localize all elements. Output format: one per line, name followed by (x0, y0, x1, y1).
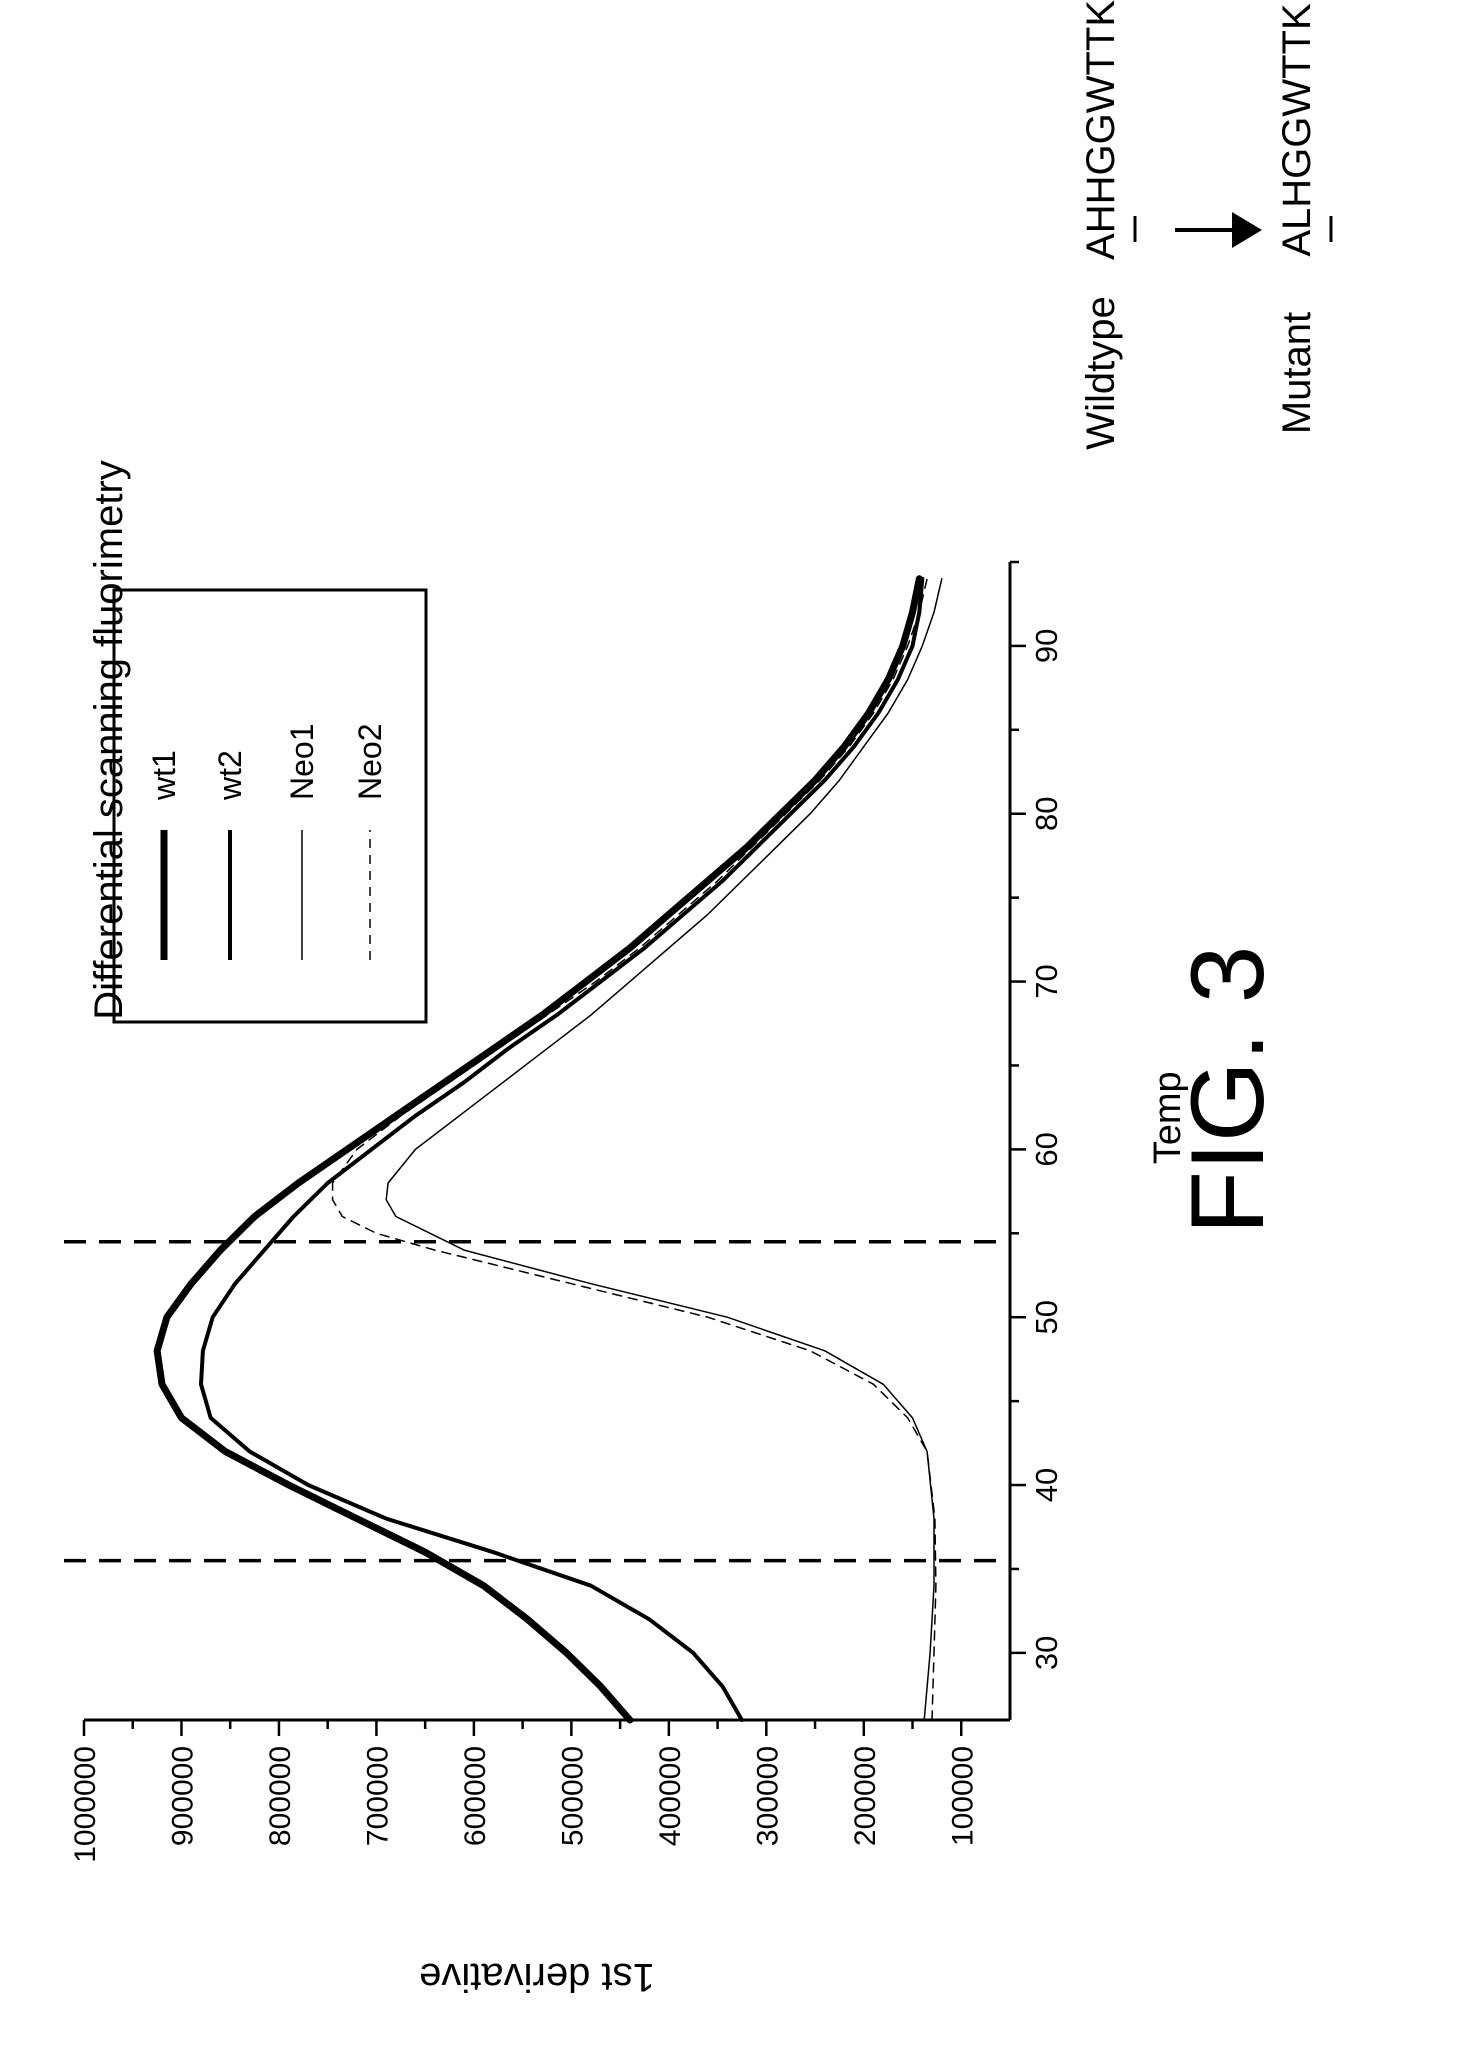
mutation-arrow-head (1232, 212, 1262, 248)
series-line-neo1 (385, 578, 943, 1721)
derivative-tick-label: 400000 (654, 1746, 687, 1846)
chart-legend: wt1 wt2 Neo1 Neo2 (112, 588, 428, 1024)
mutant-label: Mutant (1275, 312, 1319, 434)
series-line-neo2 (331, 578, 937, 1721)
derivative-tick-label: 800000 (264, 1746, 297, 1846)
axis-layer: 30 40 50 60 70 80 90 100000 200000 300000 400000 50… (69, 560, 1189, 1999)
plot-layer (64, 575, 1010, 1724)
derivative-tick-label: 500000 (556, 1746, 589, 1846)
series-line-wt2 (199, 576, 925, 1722)
chart-title: Differential scanning fluorimetry (87, 460, 131, 1020)
legend-label-neo2: Neo2 (352, 724, 388, 801)
temp-tick-label: 50 (1029, 1300, 1064, 1334)
derivative-tick-label: 900000 (166, 1746, 199, 1846)
derivative-tick-label: 100000 (946, 1746, 979, 1846)
y-axis-title: 1st derivative (419, 1955, 655, 1999)
sequence-annotation: Wildtype AHHGGWTTK Mutant ALHGGWTTK (1079, 0, 1333, 450)
series-line-wt1 (153, 575, 923, 1724)
title-layer: Differential scanning fluorimetry (87, 460, 131, 1020)
derivative-tick-label: 700000 (361, 1746, 394, 1846)
x-axis-title: Temp (1147, 1071, 1189, 1164)
derivative-tick-label: 300000 (751, 1746, 784, 1846)
temp-tick-label: 90 (1029, 629, 1064, 663)
derivative-tick-label: 1000000 (69, 1746, 102, 1863)
temp-tick-label: 70 (1029, 964, 1064, 998)
legend-label-wt1: wt1 (146, 750, 182, 801)
figure-label: FIG. 3 (1170, 945, 1286, 1235)
mutant-sequence: ALHGGWTTK (1275, 3, 1319, 257)
derivative-tick-label: 600000 (459, 1746, 492, 1846)
temp-tick-label: 40 (1029, 1468, 1064, 1502)
wildtype-sequence: AHHGGWTTK (1079, 0, 1123, 260)
legend-label-wt2: wt2 (212, 750, 248, 801)
temp-tick-label: 80 (1029, 796, 1064, 830)
temp-tick-label: 30 (1029, 1636, 1064, 1670)
temp-tick-label: 60 (1029, 1132, 1064, 1166)
derivative-tick-label: 200000 (849, 1746, 882, 1846)
wildtype-label: Wildtype (1079, 296, 1123, 449)
legend-label-neo1: Neo1 (284, 724, 320, 801)
